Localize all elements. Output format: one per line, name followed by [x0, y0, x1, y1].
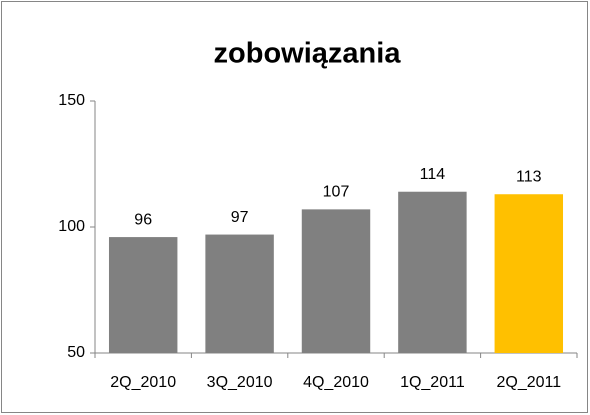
bar — [398, 191, 467, 353]
x-tick-label: 1Q_2011 — [400, 374, 465, 391]
x-tick-label: 3Q_2010 — [207, 374, 273, 391]
data-label: 96 — [134, 211, 152, 228]
x-tick-label: 4Q_2010 — [303, 374, 369, 391]
bar — [494, 194, 564, 353]
data-label: 113 — [516, 168, 542, 185]
x-tick-label: 2Q_2010 — [110, 374, 176, 391]
y-tick-label: 150 — [58, 92, 85, 109]
x-tick-label: 2Q_2011 — [496, 374, 561, 391]
bar — [108, 237, 178, 353]
bar — [301, 209, 371, 353]
y-tick-label: 50 — [67, 344, 85, 361]
data-label: 107 — [323, 184, 350, 201]
chart-title: zobowiązania — [214, 38, 402, 70]
bar — [205, 234, 274, 353]
data-label: 97 — [231, 209, 249, 226]
y-tick-label: 100 — [58, 218, 85, 235]
data-label: 114 — [420, 166, 446, 183]
